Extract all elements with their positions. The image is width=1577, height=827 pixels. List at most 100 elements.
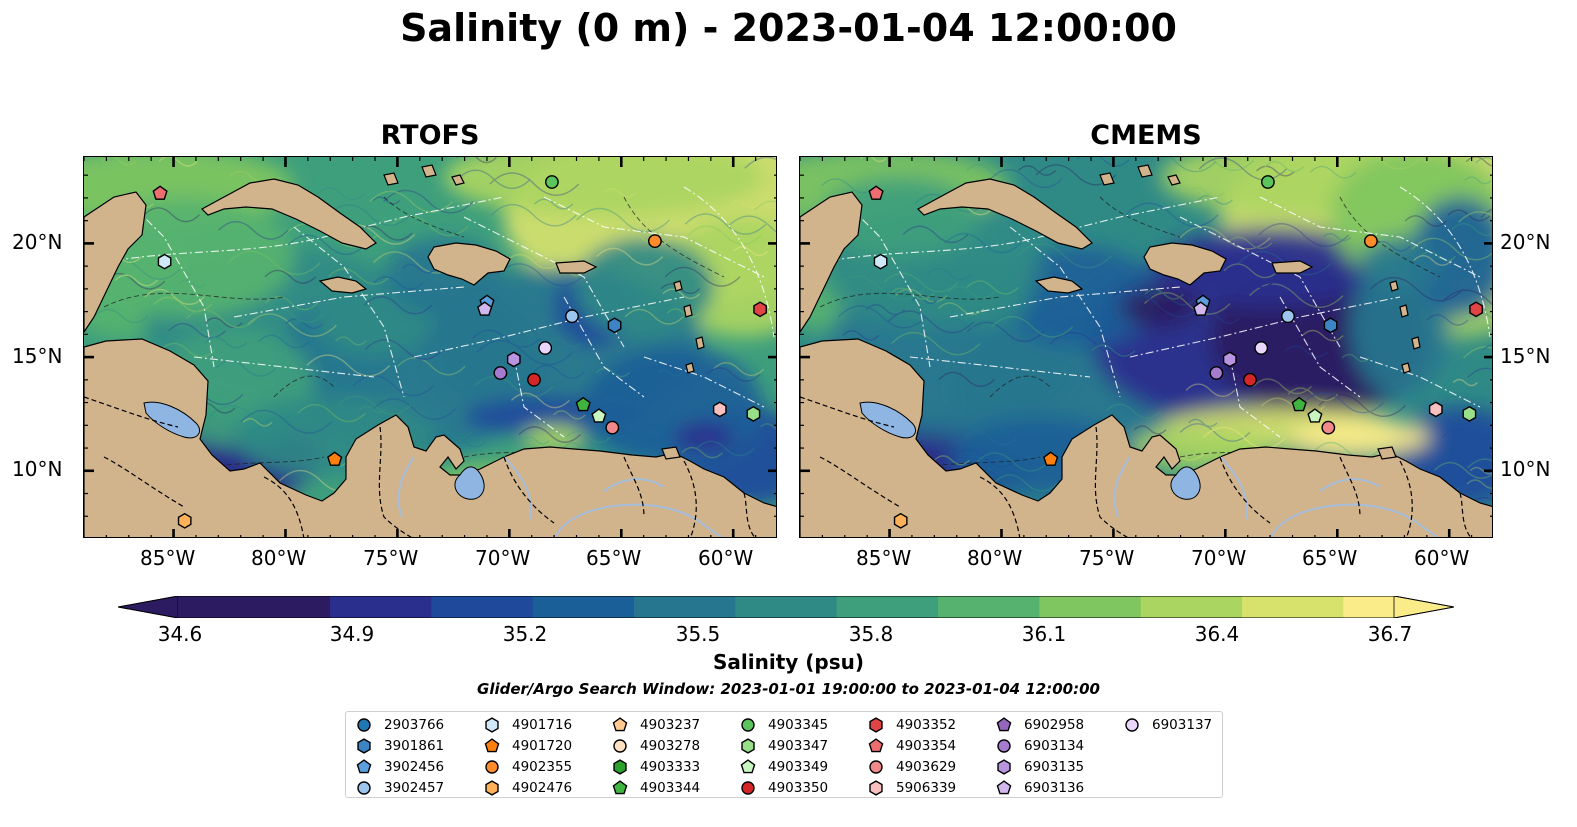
float-symbol-4903354 [868,185,884,200]
colorbar-bin [988,596,1040,618]
colorbar-tick-5: 36.1 [1021,622,1067,646]
legend-marker-3902456 [356,758,372,773]
lat-label-15n-left: 15°N [12,344,63,368]
float-symbol-6903134 [1209,366,1224,380]
colorbar-bin [380,596,432,618]
legend-label: 4901720 [512,737,573,754]
legend-item-6903137: 6903137 [1124,714,1212,735]
legend-item-6903134: 6903134 [996,735,1084,756]
legend-item-3902456: 3902456 [356,756,444,777]
float-symbol-4902476 [177,512,192,529]
float-marker-4903345 [1260,175,1275,189]
legend-label: 4903349 [768,758,829,775]
float-symbol-4901716 [873,253,888,270]
float-marker-6903137 [1254,341,1269,355]
float-marker-4902355 [648,234,662,248]
legend-marker-4902355 [485,759,499,774]
float-symbol-4901720 [1043,451,1059,466]
legend-item-4903629: 4903629 [868,756,956,777]
colorbar-label: Salinity (psu) [712,650,864,674]
float-symbol-4903345 [544,175,559,189]
legend-marker-6902958 [996,716,1012,731]
float-marker-4903352 [753,301,767,318]
lat-label-15n-right: 15°N [1500,344,1551,368]
colorbar-tick-0: 34.6 [157,622,203,646]
float-marker-3901861 [1323,317,1338,334]
legend-label: 6903137 [1152,716,1213,733]
legend-item-4903349: 4903349 [740,756,828,777]
float-marker-4903347 [746,405,761,422]
float-symbol-4903344 [1291,396,1307,412]
legend-label: 3901861 [384,737,445,754]
legend-label: 4903278 [640,737,701,754]
legend-item-4903344: 4903344 [612,777,700,798]
float-marker-3901861 [607,317,622,334]
legend-item-4903354: 4903354 [868,735,956,756]
float-symbol-4901716 [157,253,172,270]
float-symbol-6903136 [477,301,493,316]
legend-marker-4901720 [484,737,500,752]
float-marker-4903350 [527,372,541,387]
colorbar-bin [279,596,331,618]
colorbar-bin [1242,596,1294,618]
rtofs-panel-title: RTOFS [380,120,480,151]
legend-item-4903350: 4903350 [740,777,828,798]
legend-marker-4902476 [485,779,499,796]
legend-label: 4903347 [768,737,829,754]
legend-marker-6903135 [997,758,1011,775]
rtofs-map [83,156,777,538]
colorbar-bin [330,596,382,618]
colorbar-bin [228,596,280,618]
legend-marker-5906339 [869,779,883,796]
colorbar-tick-4: 35.8 [848,622,894,646]
float-symbol-3902457 [565,309,579,324]
float-marker-6903136 [477,301,493,316]
lon-label-70w-left: 70°W [475,546,531,570]
legend-marker-6903136 [996,779,1012,794]
legend-marker-4903347 [741,737,755,754]
colorbar-tick-1: 34.9 [329,622,375,646]
float-symbol-5906339 [1428,401,1443,418]
float-marker-6903134 [1209,366,1224,380]
float-marker-6903135 [1222,351,1237,368]
lat-label-10n-left: 10°N [12,457,63,481]
legend-marker-3902457 [357,780,371,795]
legend-item-4902355: 4902355 [484,756,572,777]
legend-item-5906339: 5906339 [868,777,956,798]
legend-label: 4903333 [640,758,701,775]
legend-label: 5906339 [896,779,957,796]
legend-item-4903345: 4903345 [740,714,828,735]
float-symbol-4903629 [1321,420,1336,435]
legend-label: 4903629 [896,758,957,775]
legend-label: 4903354 [896,737,957,754]
figure-title: Salinity (0 m) - 2023-01-04 12:00:00 [400,6,1177,50]
float-marker-3902457 [565,309,579,324]
float-marker-4902476 [177,512,192,529]
float-marker-4903629 [605,420,620,435]
float-marker-5906339 [712,401,727,418]
legend-label: 3902457 [384,779,445,796]
colorbar-bin [684,596,736,618]
legend-item-6902958: 6902958 [996,714,1084,735]
colorbar-bin [431,596,483,618]
legend-item-4902476: 4902476 [484,777,572,798]
float-symbol-6903135 [1222,351,1237,368]
legend-label: 4902355 [512,758,573,775]
float-symbol-3901861 [607,317,622,334]
float-marker-4903347 [1462,405,1477,422]
legend-label: 6903136 [1024,779,1085,796]
colorbar-tick-7: 36.7 [1367,622,1413,646]
float-marker-4903349 [1307,408,1323,423]
legend-label: 3902456 [384,758,445,775]
legend-item-6903135: 6903135 [996,756,1084,777]
float-marker-4901720 [1043,451,1059,466]
search-window-caption: Glider/Argo Search Window: 2023-01-01 19… [477,680,1100,698]
float-symbol-6903134 [493,366,508,380]
legend-label: 4903352 [896,716,957,733]
float-symbol-6903137 [538,341,553,355]
legend-item-3902457: 3902457 [356,777,444,798]
float-symbol-4903344 [575,396,591,412]
legend-item-4903333: 4903333 [612,756,700,777]
lon-label-75w-left: 75°W [363,546,419,570]
float-symbol-4903349 [1307,408,1323,423]
